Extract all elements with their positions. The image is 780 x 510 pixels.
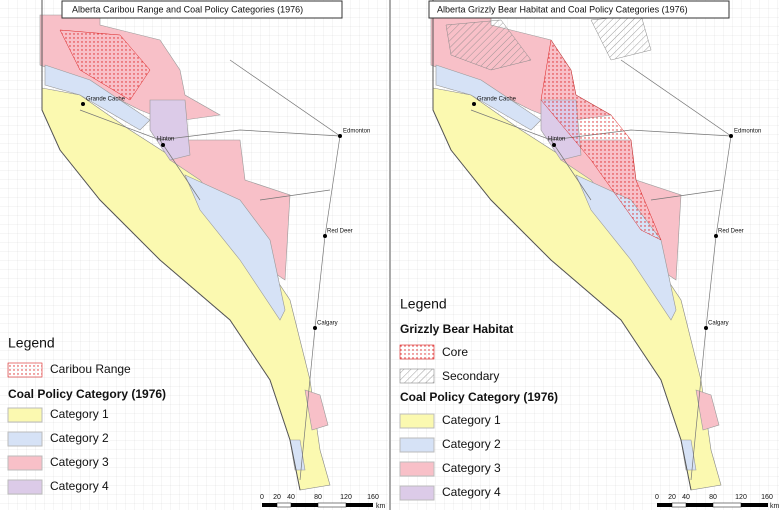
legend-item: Caribou Range	[50, 362, 131, 376]
scale-label: 160	[761, 494, 773, 501]
scale-label: 40	[682, 494, 690, 501]
city: Calgary	[708, 321, 729, 327]
scale-unit: km	[376, 503, 386, 510]
scale-label: 0	[655, 494, 659, 501]
right-panel: Alberta Grizzly Bear Habitat and Coal Po…	[390, 0, 780, 510]
legend: Legend Grizzly Bear Habitat Core Seconda…	[399, 296, 558, 501]
title: Alberta Grizzly Bear Habitat and Coal Po…	[437, 4, 688, 14]
title-box	[428, 0, 730, 19]
legend-subheading: Coal Policy Category (1976)	[8, 387, 166, 401]
city: Red Deer	[718, 229, 744, 235]
city: Calgary	[317, 321, 338, 327]
city: Hinton	[157, 137, 174, 143]
left-panel: Alberta Caribou Range and Coal Policy Ca…	[0, 0, 391, 510]
legend-heading: Legend	[400, 296, 447, 312]
scale-label: 160	[367, 494, 379, 501]
legend: Legend Caribou Range Coal Policy Categor…	[7, 335, 166, 495]
caribou-range	[59, 29, 151, 101]
scale-label: 0	[260, 494, 264, 501]
legend-subheading: Coal Policy Category (1976)	[400, 390, 558, 404]
scale-label: 80	[314, 494, 322, 501]
legend-item: Secondary	[442, 369, 499, 383]
city: Grande Cache	[86, 97, 126, 103]
scale-label: 20	[273, 494, 281, 501]
title-box	[61, 0, 343, 19]
city: Edmonton	[734, 129, 761, 135]
city: Red Deer	[327, 229, 353, 235]
scale-bar: 0 20 40 80 120 160 km	[655, 494, 779, 510]
city: Edmonton	[343, 129, 370, 135]
scale-label: 120	[735, 494, 747, 501]
legend-item: Category 4	[442, 485, 501, 499]
city: Hinton	[548, 137, 565, 143]
scale-label: 120	[340, 494, 352, 501]
cities: Grande Cache Hinton Edmonton Red Deer Ca…	[81, 97, 370, 330]
legend-item: Category 4	[50, 479, 109, 493]
legend-item: Category 2	[442, 437, 501, 451]
legend-item: Category 2	[50, 431, 109, 445]
cities: Grande Cache Hinton Edmonton Red Deer Ca…	[472, 97, 761, 330]
scale-label: 20	[668, 494, 676, 501]
legend-item: Category 1	[442, 413, 501, 427]
secondary-habitat	[445, 19, 532, 71]
scale-bar: 0 20 40 80 120 160 km	[260, 494, 385, 510]
legend-item: Core	[442, 345, 468, 359]
city: Grande Cache	[477, 97, 517, 103]
title: Alberta Caribou Range and Coal Policy Ca…	[72, 4, 303, 14]
core-habitat	[540, 39, 662, 241]
scale-unit: km	[770, 503, 780, 510]
scale-label: 80	[709, 494, 717, 501]
legend-item: Category 3	[50, 455, 109, 469]
legend-heading: Legend	[8, 335, 55, 351]
scale-label: 40	[287, 494, 295, 501]
legend-item: Category 1	[50, 407, 109, 421]
legend-subheading: Grizzly Bear Habitat	[400, 322, 513, 336]
legend-item: Category 3	[442, 461, 501, 475]
